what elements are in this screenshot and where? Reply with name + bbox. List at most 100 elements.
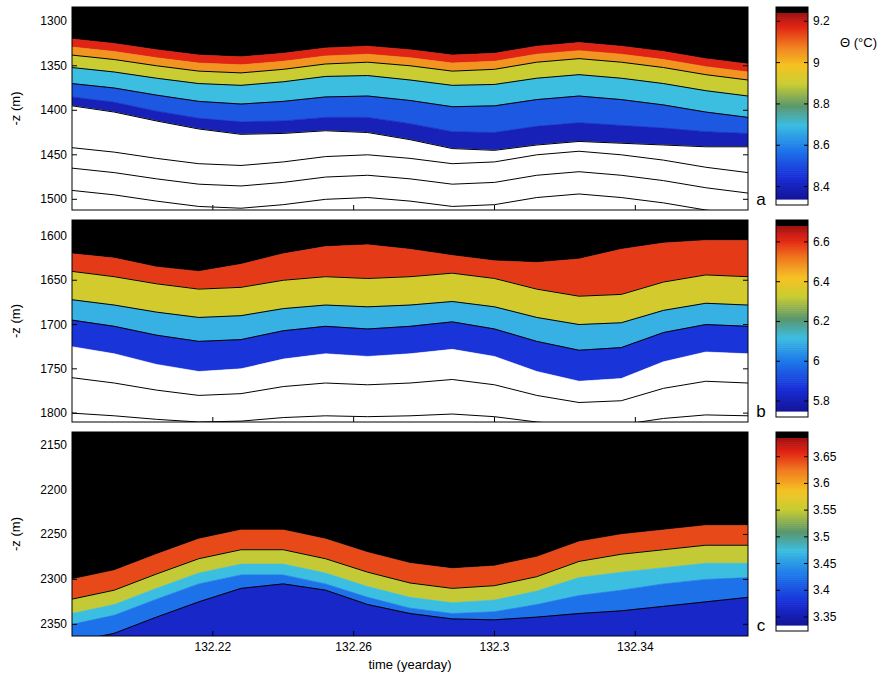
y-tick — [72, 534, 77, 535]
y-tick-label: 2250 — [40, 527, 67, 541]
y-tick — [72, 21, 77, 22]
colorbar-tick — [776, 281, 780, 282]
colorbar-tick — [776, 321, 780, 322]
y-tick — [72, 324, 77, 325]
colorbar-tick — [804, 103, 808, 104]
region-below — [72, 584, 748, 636]
y-tick — [743, 235, 748, 236]
y-tick-label: 1800 — [40, 406, 67, 420]
colorbar-tick-label: 3.55 — [813, 503, 837, 517]
y-axis-title: -z (m) — [8, 517, 23, 551]
y-tick — [743, 368, 748, 369]
colorbar-tick — [804, 590, 808, 591]
panel-label: b — [756, 402, 765, 421]
x-tick — [212, 432, 213, 437]
contour-line — [72, 148, 748, 173]
plot-frame — [72, 7, 748, 210]
colorbar-tick — [776, 186, 780, 187]
y-tick — [72, 235, 77, 236]
x-tick-label: 132.3 — [479, 640, 509, 654]
colorbar-tick — [804, 361, 808, 362]
y-tick — [743, 444, 748, 445]
y-tick — [743, 154, 748, 155]
y-tick — [743, 65, 748, 66]
x-tick — [635, 205, 636, 210]
colorbar-tick — [776, 401, 780, 402]
y-tick — [72, 65, 77, 66]
isotherm-line — [72, 84, 748, 118]
y-tick-label: 1500 — [40, 192, 67, 206]
y-tick — [743, 199, 748, 200]
y-tick — [743, 534, 748, 535]
colorbar-frame — [776, 220, 808, 417]
region-below — [72, 106, 748, 210]
isotherm-line — [72, 55, 748, 80]
colorbar-tick — [804, 401, 808, 402]
colorbar-tick — [804, 241, 808, 242]
plot-frame — [72, 220, 748, 422]
colorbar-tick — [776, 241, 780, 242]
colorbar-tick — [776, 456, 780, 457]
y-tick — [72, 368, 77, 369]
colorbar-tick-label: 3.35 — [813, 610, 837, 624]
contour-line — [72, 190, 748, 210]
region-below — [72, 347, 748, 422]
colorbar-tick-label: 3.6 — [813, 476, 830, 490]
x-tick — [353, 220, 354, 225]
figure: 13001350140014501500-z (m)a8.48.68.899.2… — [0, 0, 894, 679]
colorbar-tick — [804, 186, 808, 187]
panel-label: a — [756, 190, 766, 209]
y-tick-label: 1400 — [40, 103, 67, 117]
x-tick — [212, 7, 213, 12]
contour-line — [72, 413, 748, 422]
colorbar-tick-label: 6.6 — [813, 235, 830, 249]
y-axis-title: -z (m) — [8, 92, 23, 126]
colorbar-cap-high — [776, 7, 808, 13]
x-tick — [494, 417, 495, 422]
y-tick-label: 1600 — [40, 229, 67, 243]
x-tick — [494, 220, 495, 225]
colorbar-tick — [776, 21, 780, 22]
y-tick — [72, 413, 77, 414]
colorbar-tick-label: 3.45 — [813, 557, 837, 571]
x-tick — [635, 631, 636, 636]
colorbar-tick — [804, 62, 808, 63]
y-tick — [743, 110, 748, 111]
y-tick — [72, 489, 77, 490]
colorbar-tick-label: 6.4 — [813, 275, 830, 289]
colorbar-slice — [776, 13, 808, 16]
y-tick — [72, 280, 77, 281]
x-tick — [635, 220, 636, 225]
x-tick-label: 132.26 — [335, 640, 372, 654]
x-tick — [635, 7, 636, 12]
colorbar-tick — [776, 483, 780, 484]
y-tick — [72, 154, 77, 155]
isotherm-line — [72, 68, 748, 97]
colorbar-tick — [804, 563, 808, 564]
colorbar-tick — [804, 281, 808, 282]
y-tick-label: 2200 — [40, 483, 67, 497]
isotherm-line — [72, 584, 748, 636]
colorbar-tick-label: 5.8 — [813, 394, 830, 408]
y-tick-label: 1450 — [40, 148, 67, 162]
colorbar-tick-label: 6 — [813, 354, 820, 368]
x-tick — [353, 631, 354, 636]
y-tick — [743, 624, 748, 625]
y-tick — [743, 413, 748, 414]
y-tick — [72, 624, 77, 625]
x-tick-label: 132.34 — [617, 640, 654, 654]
y-tick-label: 1750 — [40, 362, 67, 376]
colorbar-cap-low — [776, 411, 808, 417]
plot-area — [72, 432, 748, 636]
colorbar-frame — [776, 432, 808, 631]
colorbar-tick-label: 9 — [813, 56, 820, 70]
y-tick — [72, 110, 77, 111]
colorbar-tick — [804, 536, 808, 537]
colorbar-tick — [776, 145, 780, 146]
colorbar-tick — [804, 483, 808, 484]
colorbar-tick — [804, 21, 808, 22]
y-tick-label: 1700 — [40, 318, 67, 332]
colorbar-tick-label: 8.4 — [813, 180, 830, 194]
x-tick — [353, 432, 354, 437]
y-tick-label: 2150 — [40, 438, 67, 452]
